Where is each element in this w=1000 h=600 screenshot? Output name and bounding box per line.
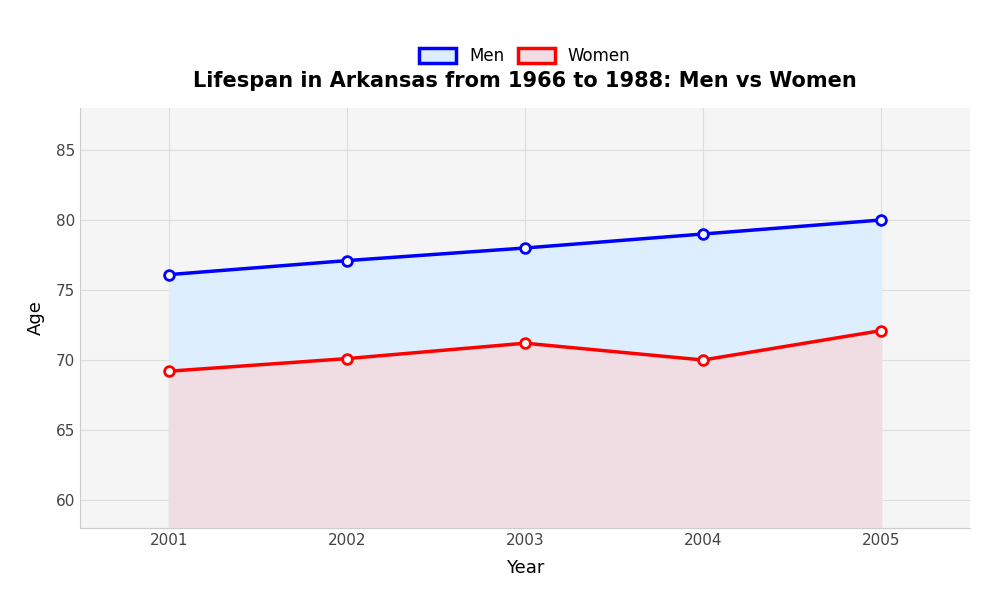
Title: Lifespan in Arkansas from 1966 to 1988: Men vs Women: Lifespan in Arkansas from 1966 to 1988: …	[193, 71, 857, 91]
Y-axis label: Age: Age	[27, 301, 45, 335]
Legend: Men, Women: Men, Women	[413, 41, 637, 72]
X-axis label: Year: Year	[506, 559, 544, 577]
